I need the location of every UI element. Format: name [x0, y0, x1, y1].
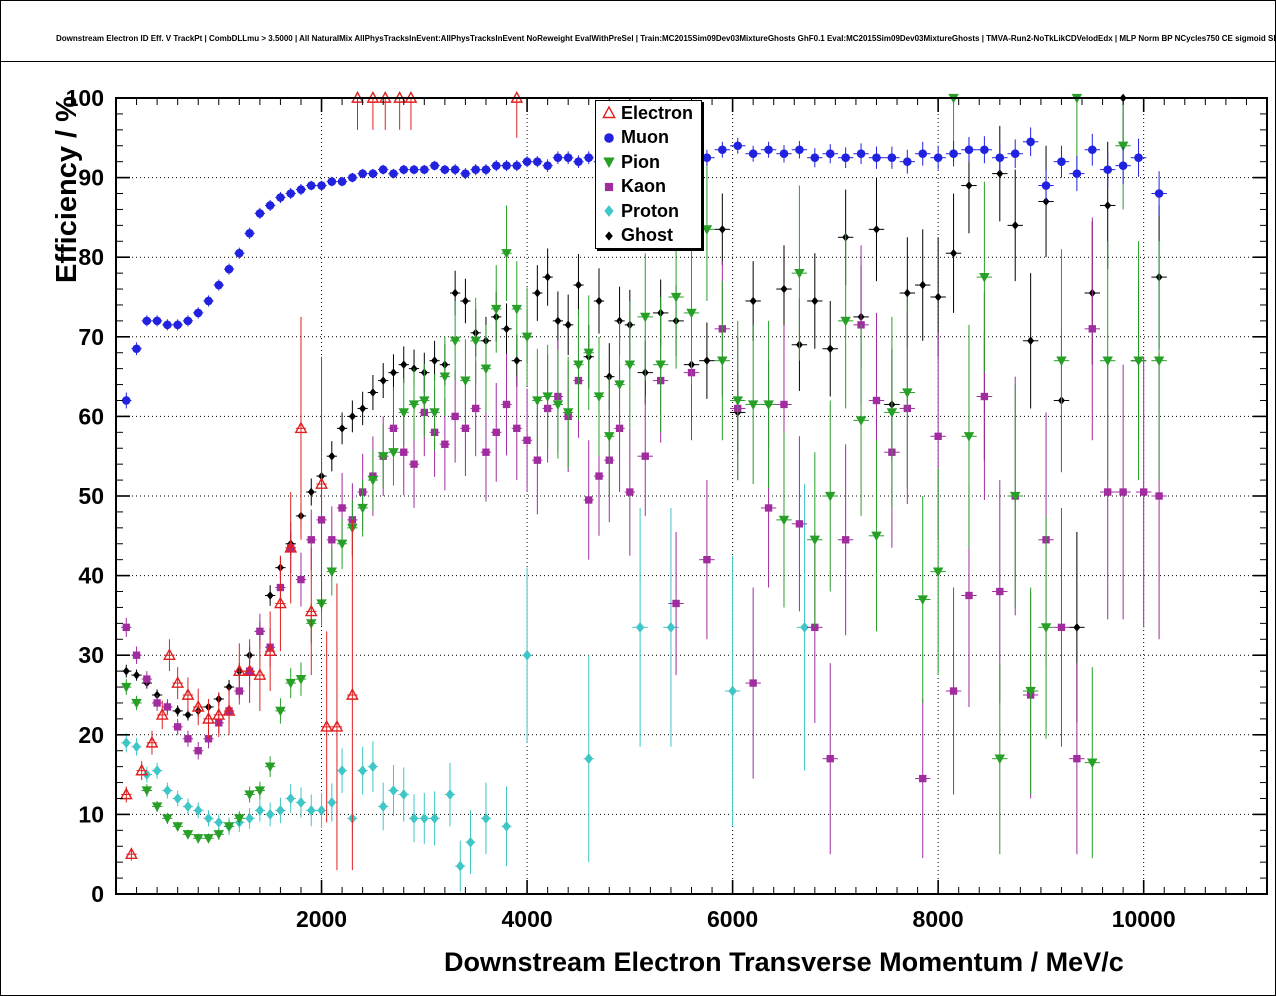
y-tick-label: 10 [78, 801, 104, 827]
x-axis-title: Downstream Electron Transverse Momentum … [444, 947, 1124, 977]
y-tick-label: 50 [78, 483, 104, 509]
electron-marker-icon [602, 105, 616, 119]
legend-item-proton: Proton [596, 199, 701, 224]
x-tick-label: 2000 [296, 906, 347, 932]
x-tick-label: 8000 [913, 906, 964, 932]
y-tick-label: 0 [91, 881, 104, 907]
x-tick-label: 4000 [501, 906, 552, 932]
muon-marker-icon [604, 132, 614, 143]
y-tick-label: 100 [66, 85, 104, 111]
legend-label: Pion [621, 151, 660, 172]
legend-item-kaon: Kaon [596, 175, 701, 200]
y-tick-label: 60 [78, 403, 104, 429]
plot-header-text: Downstream Electron ID Eff. V TrackPt | … [56, 34, 1276, 43]
legend-item-muon: Muon [596, 126, 701, 151]
pion-marker-icon [603, 157, 615, 169]
series-proton [121, 484, 813, 892]
legend-label: Proton [621, 200, 679, 221]
legend-label: Electron [621, 102, 694, 123]
legend-item-electron: Electron [596, 101, 701, 126]
y-tick-label: 20 [78, 722, 104, 748]
legend-label: Muon [621, 127, 669, 148]
legend-item-pion: Pion [596, 150, 701, 175]
y-tick-label: 40 [78, 563, 104, 589]
y-tick-label: 90 [78, 165, 104, 191]
y-tick-label: 70 [78, 324, 104, 350]
y-tick-label: 80 [78, 244, 104, 270]
legend-label: Kaon [621, 176, 666, 197]
x-tick-label: 6000 [707, 906, 758, 932]
series-electron [119, 91, 524, 871]
proton-marker-icon [604, 205, 614, 218]
x-tick-label: 10000 [1112, 906, 1176, 932]
series-pion [121, 93, 1167, 859]
kaon-marker-icon [604, 182, 614, 191]
legend: Electron Muon Pion Kaon Proton Ghost [595, 100, 703, 249]
legend-label: Ghost [621, 225, 673, 246]
pad-divider [1, 61, 1275, 62]
y-tick-label: 30 [78, 642, 104, 668]
legend-item-ghost: Ghost [596, 224, 701, 249]
ghost-marker-icon [605, 231, 613, 241]
